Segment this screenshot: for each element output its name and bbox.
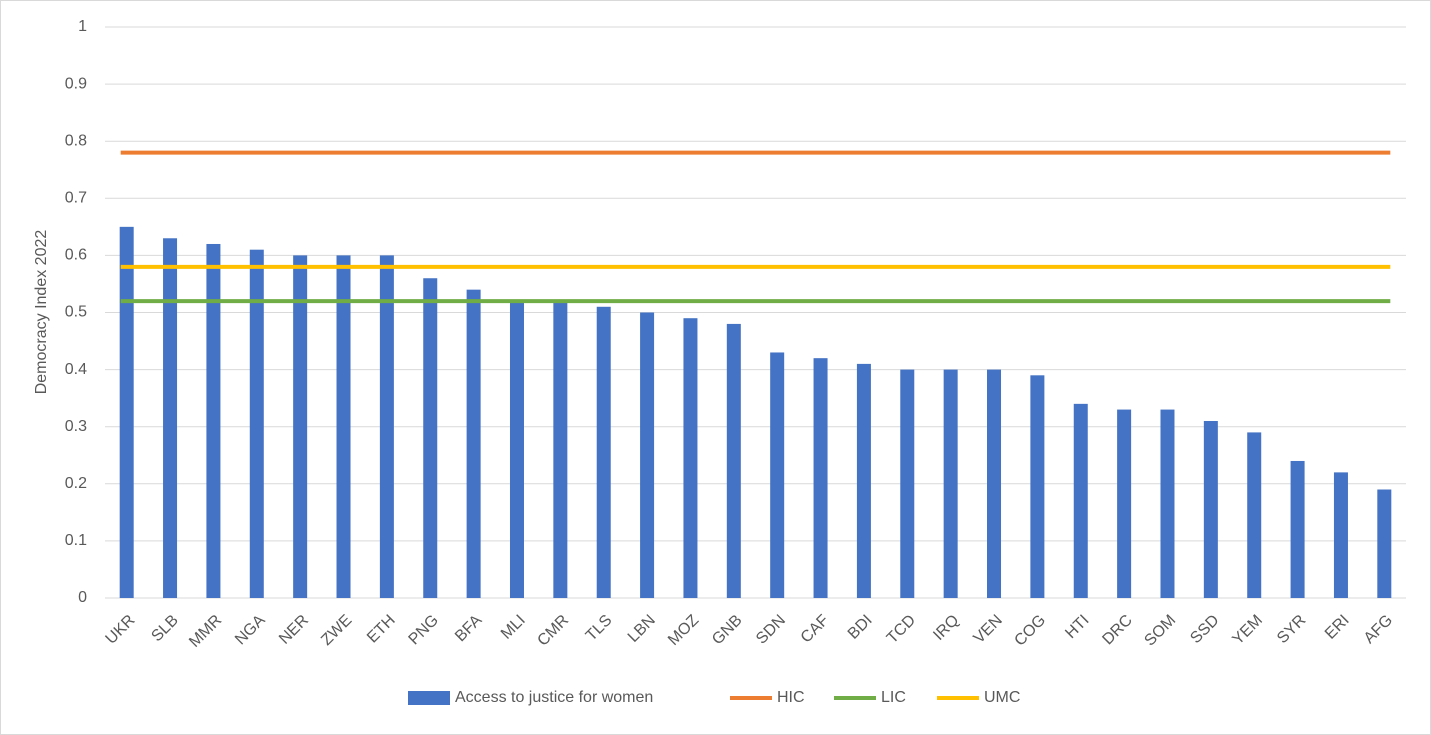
y-tick-label: 0.5 [65, 304, 87, 321]
legend-label: Access to justice for women [455, 689, 653, 706]
bar [987, 369, 1002, 598]
bar [1030, 375, 1045, 598]
bar [293, 255, 308, 598]
y-tick-label: 0.1 [65, 532, 87, 549]
bar [466, 289, 481, 598]
bar [943, 369, 958, 598]
bar [596, 306, 611, 598]
bar [726, 323, 741, 598]
bar [1377, 489, 1392, 598]
y-tick-label: 0.7 [65, 190, 87, 207]
bar [249, 249, 264, 598]
bar [379, 255, 394, 598]
bar [683, 318, 698, 598]
legend-label: HIC [777, 689, 805, 706]
bar [1073, 403, 1088, 598]
y-tick-label: 0.8 [65, 132, 87, 149]
bar [1203, 420, 1218, 598]
bar [1333, 472, 1348, 598]
y-tick-label: 1 [78, 18, 87, 35]
y-tick-label: 0 [78, 589, 87, 606]
bar [813, 358, 828, 598]
y-tick-label: 0.2 [65, 475, 87, 492]
y-axis-title: Democracy Index 2022 [33, 230, 50, 395]
bar [336, 255, 351, 598]
bar [206, 243, 221, 599]
bar [1160, 409, 1175, 598]
bar [856, 363, 871, 598]
legend-label: LIC [881, 689, 906, 706]
legend-label: UMC [984, 689, 1020, 706]
y-tick-label: 0.9 [65, 75, 87, 92]
legend-swatch [408, 691, 450, 705]
y-tick-label: 0.4 [65, 361, 87, 378]
y-tick-label: 0.6 [65, 247, 87, 264]
bar [1117, 409, 1132, 598]
bar [509, 301, 524, 598]
bar [119, 226, 134, 598]
bar [1290, 460, 1305, 598]
bar [423, 278, 438, 598]
bar [770, 352, 785, 598]
bar [1247, 432, 1262, 598]
bar [900, 369, 915, 598]
y-tick-label: 0.3 [65, 418, 87, 435]
bar [163, 238, 178, 598]
bar [640, 312, 655, 598]
bar [553, 301, 568, 598]
